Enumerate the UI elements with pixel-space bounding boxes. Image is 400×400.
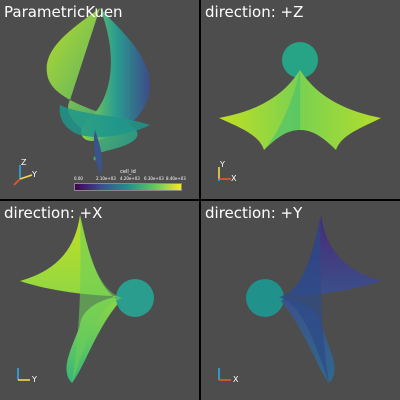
kuen-surface-z [219,42,381,150]
colorbar-tick: 4.20e+03 [120,176,140,181]
colorbar-tick: 2.10e+03 [96,176,116,181]
viewport-bottom-left[interactable]: direction: +X Y [0,201,199,400]
orientation-axes: Z Y [13,158,37,186]
colorbar-gradient [74,183,182,191]
axis-label-y: Y [31,375,37,384]
viewport-bottom-right[interactable]: direction: +Y X [201,201,400,400]
kuen-surface-isometric [46,8,150,175]
colorbar-tick: 8.40e+03 [166,176,186,181]
colorbar-title: cell_id [120,169,136,175]
axis-label-x: X [231,174,237,183]
viewport-top-right[interactable]: direction: +Z Y X [201,0,400,199]
pane-title: direction: +Y [205,204,303,222]
axis-label-x: X [233,375,239,384]
orientation-axes: Y [17,368,37,384]
viewport-top-left[interactable]: ParametricKuen Z Y cell_id 0.00 2.10e+03… [0,0,199,199]
kuen-surface-x [20,215,154,383]
kuen-surface-y [246,215,381,383]
colorbar-tick: 0.00 [74,176,83,181]
pane-title: direction: +Z [205,3,304,21]
pane-title: direction: +X [4,204,103,222]
orientation-axes: Y X [218,160,237,183]
orientation-axes: X [218,368,239,384]
axis-label-z: Z [21,158,27,167]
axis-label-y: Y [31,170,37,179]
pane-title: ParametricKuen [4,3,123,21]
axis-label-y: Y [219,160,225,169]
colorbar-tick: 6.30e+03 [144,176,164,181]
